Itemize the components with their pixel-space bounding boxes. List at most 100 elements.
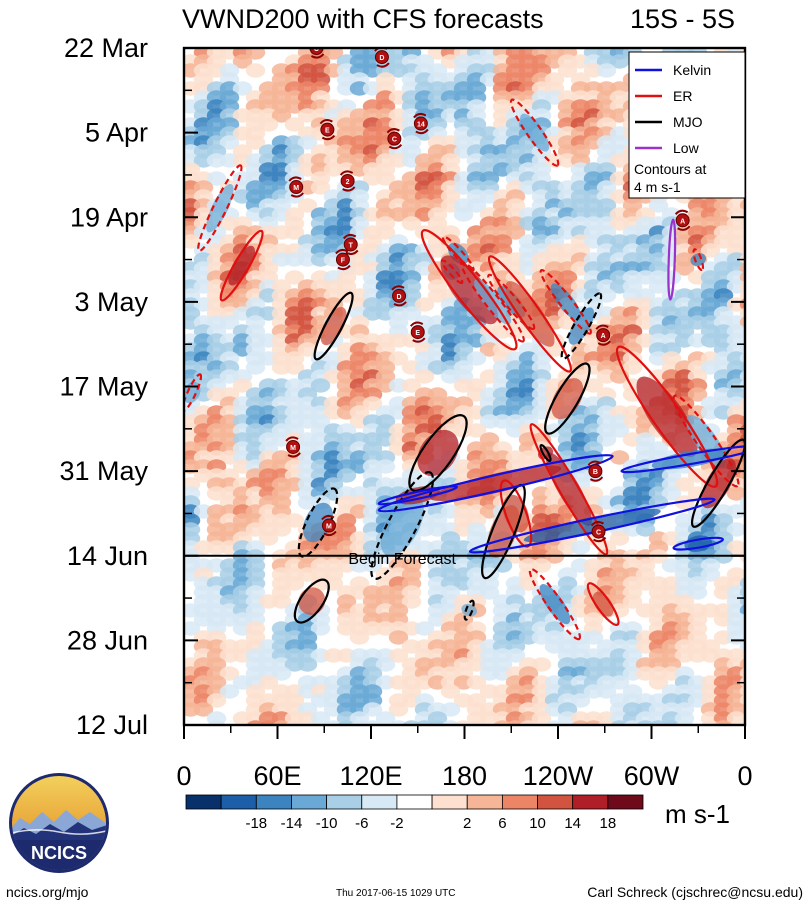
storm-marker: C xyxy=(386,128,403,150)
storm-disc xyxy=(309,48,324,55)
anomaly-cell xyxy=(740,721,745,725)
anomaly-cell xyxy=(375,711,396,725)
contour-mjo xyxy=(544,362,591,435)
anomaly-core xyxy=(228,245,256,286)
storm-disc xyxy=(335,252,350,267)
anomaly-cell xyxy=(207,720,226,725)
storm-arm xyxy=(391,285,405,291)
contour-er xyxy=(529,423,609,556)
anomaly-cell xyxy=(519,720,538,725)
anomaly-cell xyxy=(414,621,435,636)
anomaly-cell xyxy=(557,63,578,78)
anomaly-cell xyxy=(388,702,409,717)
x-tick-label: 180 xyxy=(442,761,487,791)
anomaly-cell xyxy=(284,225,305,240)
anomaly-core xyxy=(551,378,584,420)
x-tick-label: 0 xyxy=(176,761,191,791)
colorbar-units: m s-1 xyxy=(665,799,730,829)
storm-disc xyxy=(320,122,335,137)
anomaly-cell xyxy=(284,576,305,591)
anomaly-cell xyxy=(479,585,500,600)
anomaly-cell xyxy=(648,198,669,213)
y-tick-label: 31 May xyxy=(59,456,148,486)
anomaly-cell xyxy=(661,486,682,501)
storm-label: A xyxy=(601,333,606,340)
anomaly-cell xyxy=(609,423,630,438)
storm-label: M xyxy=(326,524,332,531)
anomaly-core xyxy=(550,283,581,321)
storm-marker: A xyxy=(595,324,611,346)
storm-label: C xyxy=(392,137,397,144)
anomaly-cell xyxy=(700,243,721,258)
anomaly-cell xyxy=(466,351,487,366)
region-label: 15S - 5S xyxy=(630,4,735,34)
contour-er xyxy=(615,345,719,488)
anomaly-cell xyxy=(609,54,630,69)
anomaly-cell xyxy=(375,657,396,672)
colorbar-swatch xyxy=(501,794,538,810)
storm-arm xyxy=(310,53,325,59)
storm-label: T xyxy=(349,242,354,249)
colorbar-swatch xyxy=(572,794,609,810)
colorbar-swatch xyxy=(255,794,292,810)
storm-arm xyxy=(323,530,337,537)
anomaly-cell xyxy=(531,558,552,573)
anomaly-cell xyxy=(492,558,513,573)
anomaly-cell xyxy=(531,657,552,672)
colorbar-label: 2 xyxy=(463,815,471,832)
storm-arm xyxy=(321,514,335,521)
colorbar-label: -6 xyxy=(355,815,368,832)
anomaly-cell xyxy=(336,468,357,483)
anomaly-cell xyxy=(362,702,383,717)
storm-arm xyxy=(388,143,403,150)
contour-er xyxy=(441,235,475,272)
storm-marker: 2 xyxy=(339,170,356,192)
storm-label: C xyxy=(596,530,601,537)
anomaly-cell xyxy=(726,522,745,537)
anomaly-cell xyxy=(232,378,253,393)
storm-disc xyxy=(286,439,301,454)
x-tick-label: 60W xyxy=(624,761,680,791)
contour-kelvin xyxy=(672,536,724,551)
anomaly-cell xyxy=(675,720,694,725)
storm-arm xyxy=(677,225,691,231)
anomaly-cell xyxy=(310,378,331,393)
anomaly-cell xyxy=(570,540,591,555)
anomaly-cell xyxy=(726,540,745,555)
anomaly-cell xyxy=(466,423,487,438)
storm-arm xyxy=(587,460,601,466)
anomaly-cell xyxy=(648,279,669,294)
anomaly-cell xyxy=(635,522,656,537)
anomaly-cell xyxy=(596,432,617,447)
storm-marker: M xyxy=(321,514,337,537)
anomaly-cell xyxy=(440,684,461,699)
storm-arm xyxy=(285,436,299,442)
anomaly-cell xyxy=(466,198,487,213)
anomaly-cell xyxy=(184,621,201,636)
anomaly-cell xyxy=(596,63,617,78)
storm-label: A xyxy=(680,218,685,225)
y-tick-label: 19 Apr xyxy=(70,202,148,232)
anomaly-core xyxy=(520,113,550,152)
anomaly-cell xyxy=(674,477,695,492)
colorbar-swatch xyxy=(361,794,398,810)
anomaly-cell xyxy=(726,486,745,501)
anomaly-cell xyxy=(414,369,435,384)
anomaly-cell xyxy=(297,198,318,213)
colorbar-label: 6 xyxy=(498,815,506,832)
storm-label: M xyxy=(290,445,296,452)
anomaly-cell xyxy=(570,693,591,708)
storm-arm xyxy=(376,62,390,68)
anomaly-core xyxy=(461,603,477,617)
anomaly-cell xyxy=(271,666,292,681)
colorbar-swatch xyxy=(326,794,363,810)
storm-arm xyxy=(674,209,689,215)
anomaly-cell xyxy=(232,81,253,96)
contour-er xyxy=(528,567,582,641)
anomaly-cell xyxy=(284,117,305,132)
storm-arm xyxy=(342,233,357,240)
storm-label: E xyxy=(325,128,330,135)
storm-label: F xyxy=(341,258,346,265)
storm-marker: A xyxy=(674,209,691,231)
